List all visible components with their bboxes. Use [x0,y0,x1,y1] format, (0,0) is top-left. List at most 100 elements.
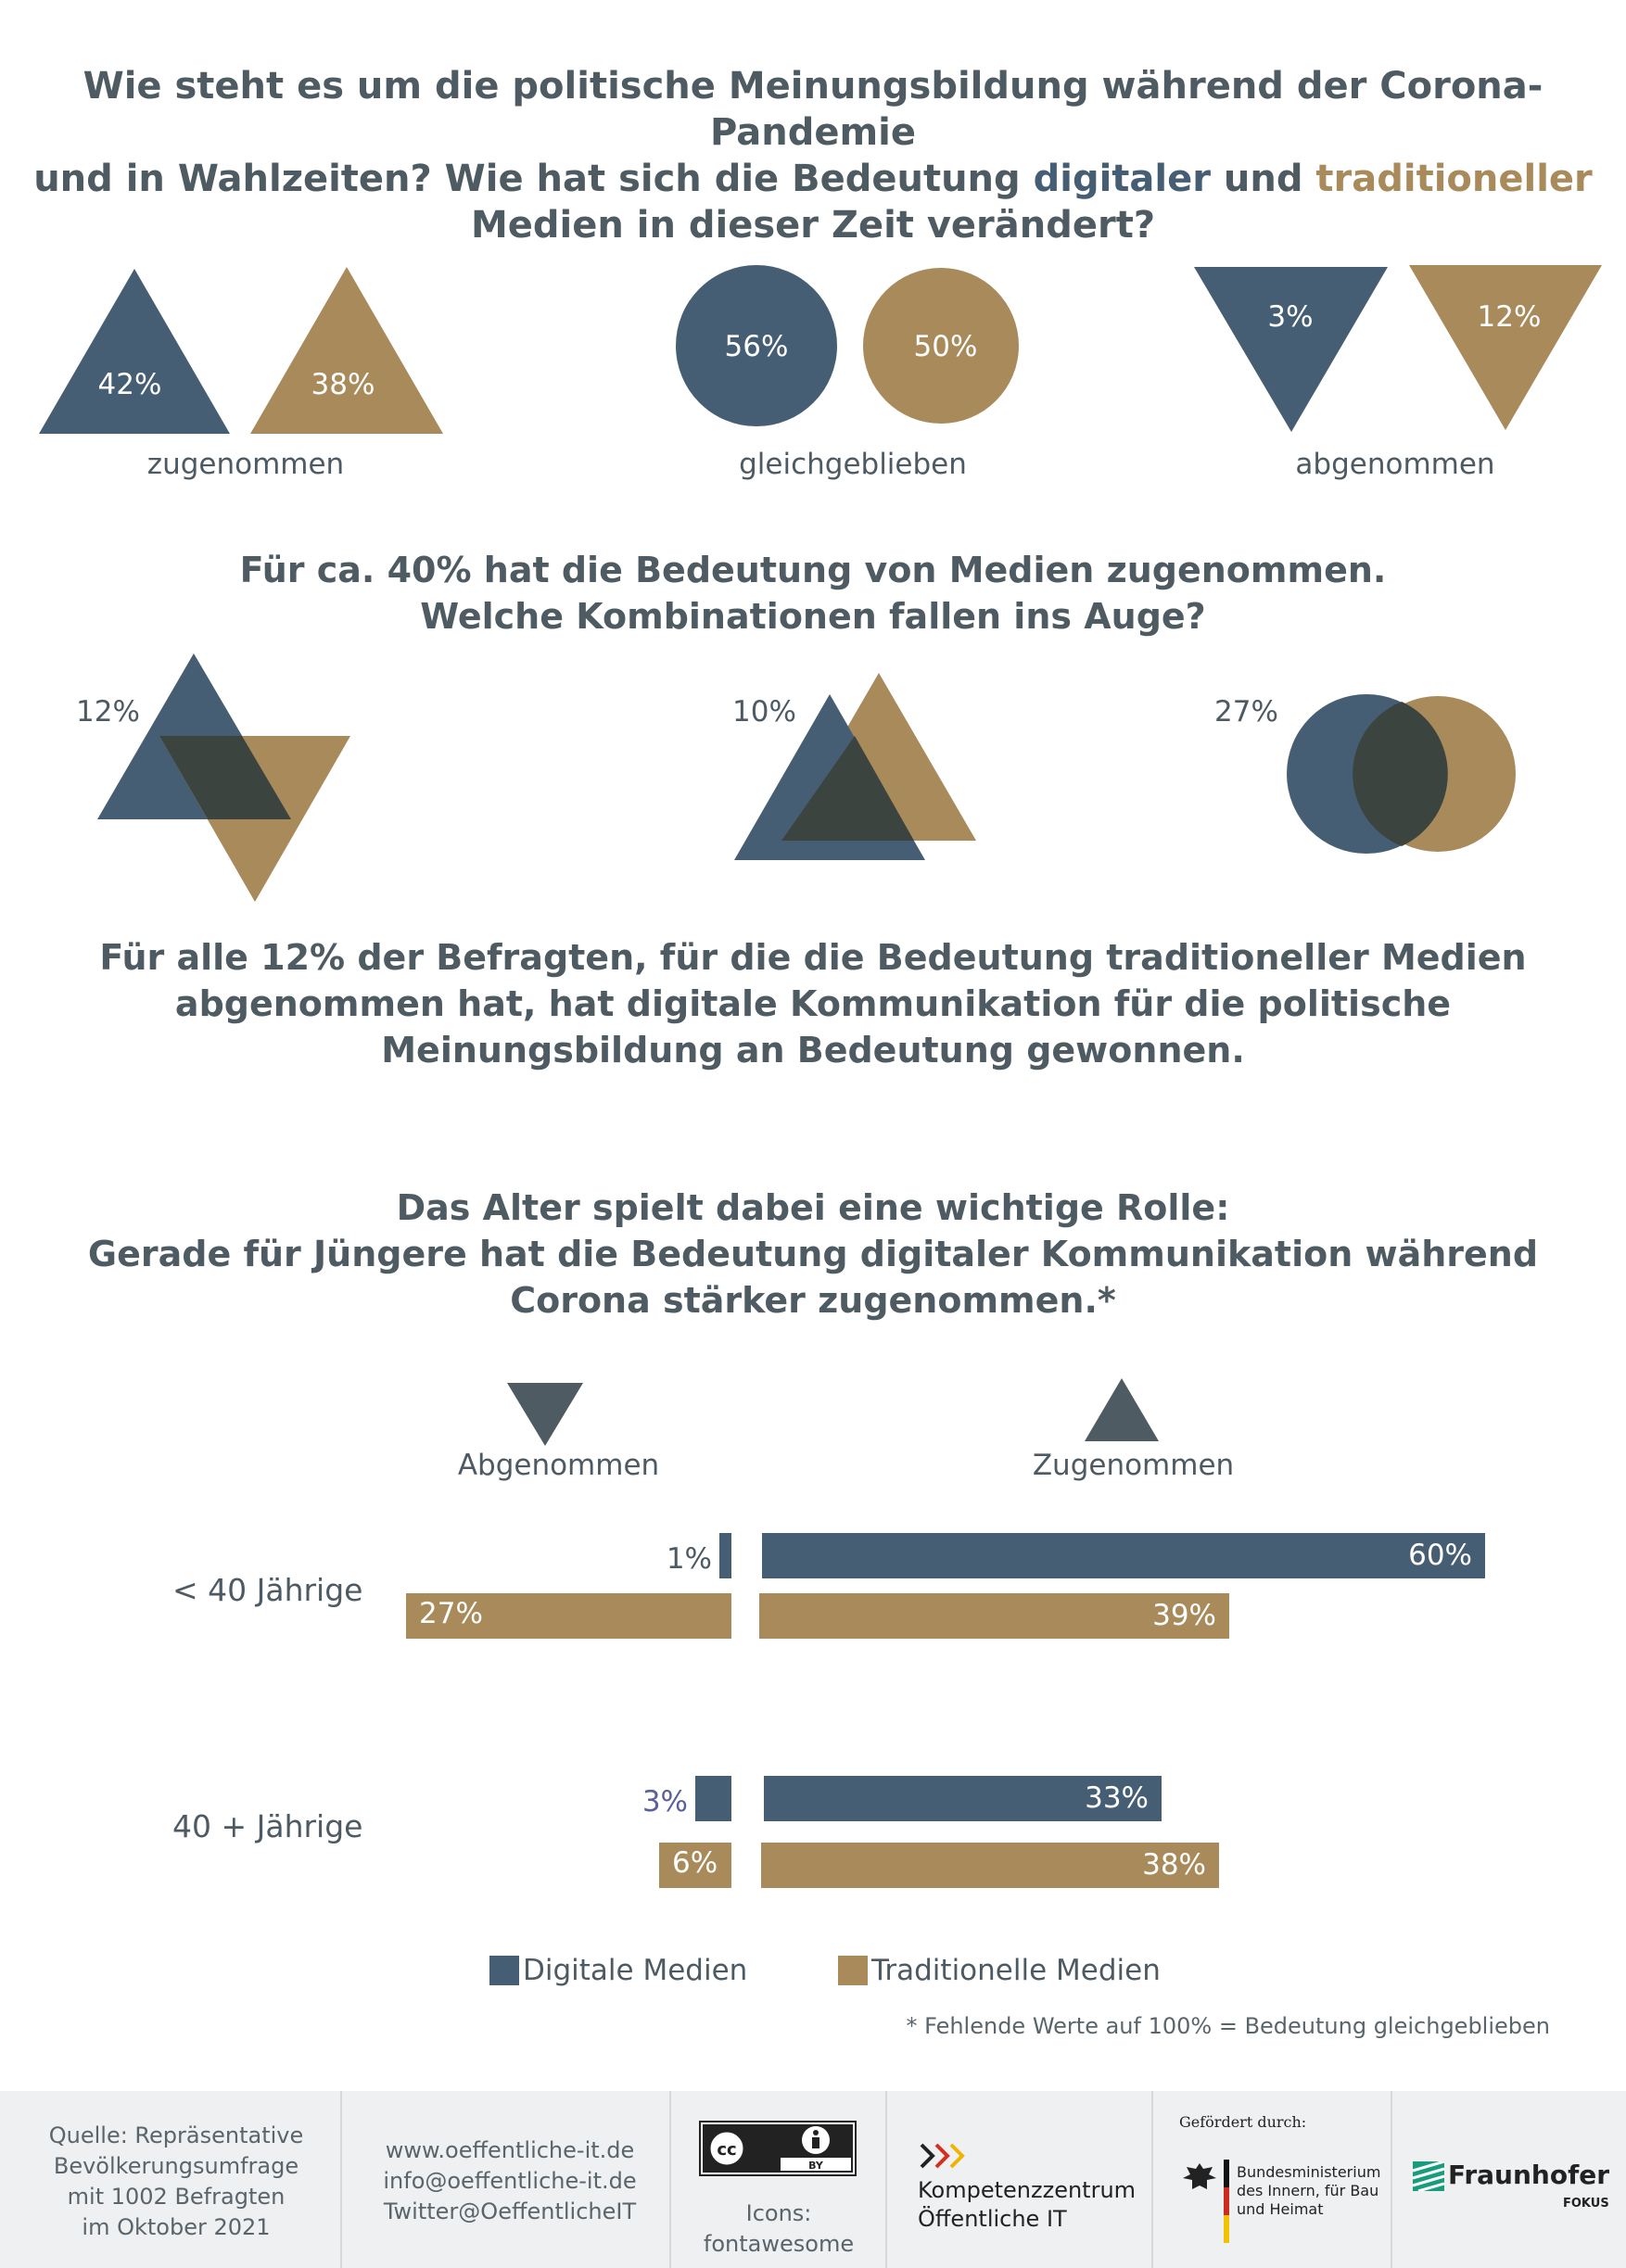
email-link[interactable]: info@oeffentliche-it.de [383,2168,637,2194]
bar-label-digital-zugenommen: 33% [1085,1781,1149,1815]
ministry-line: Bundesministerium [1237,2163,1381,2181]
fraunhofer-fokus: FOKUS [1563,2197,1609,2211]
ministry-line: des Innern, für Bau [1237,2182,1379,2199]
bar-digital-abgenommen [719,1533,731,1578]
bar-label-traditional-zugenommen: 38% [1142,1848,1206,1882]
digital-up-triangle [39,269,230,434]
bar-traditional-zugenommen [761,1843,1219,1888]
digital-circle [676,265,837,426]
fraunhofer-logo-icon [1413,2161,1444,2191]
combo1-overlap [159,736,291,819]
icons-source: fontawesome [703,2231,855,2257]
finding-line3: Meinungsbildung an Bedeutung gewonnen. [381,1030,1245,1071]
traditional-up-label: 38% [311,368,375,401]
combo-heading-line2: Welche Kombinationen fallen ins Auge? [420,596,1206,637]
traditional-circle-label: 50% [914,330,978,363]
combo-heading-line1: Für ca. 40% hat die Bedeutung von Medien… [239,550,1387,590]
up-triangle-icon [1085,1378,1159,1441]
age-heading: Das Alter spielt dabei eine wichtige Rol… [0,1185,1626,1324]
bar-digital-zugenommen [764,1776,1162,1821]
bar-label-digital-zugenommen: 60% [1408,1539,1472,1572]
footer-icons-credit: Icons: fontawesome [686,2198,871,2260]
finding-line1: Für alle 12% der Befragten, für die die … [99,937,1527,978]
finding-line2: abgenommen hat, hat digitale Kommunikati… [174,983,1452,1024]
age-heading-line2: Gerade für Jüngere hat die Bedeutung dig… [87,1234,1539,1274]
legend-traditional-swatch [838,1956,868,1985]
row-label-over-40: 40 + Jährige [172,1808,363,1844]
main-title: Wie steht es um die politische Meinungsb… [0,63,1626,248]
svg-text:cc: cc [717,2140,736,2160]
digital-down-triangle [1194,267,1388,432]
divider [1151,2091,1153,2268]
legend-digital-label: Digitale Medien [523,1954,748,1987]
ministry-line: und Heimat [1237,2200,1324,2218]
kompetenz-logo-text: Kompetenzzentrum Öffentliche IT [918,2176,1136,2234]
source-line: Bevölkerungsumfrage [53,2153,299,2179]
legend-traditional: Traditionelle Medien [838,1954,1161,1987]
main-title-line1: Wie steht es um die politische Meinungsb… [83,65,1543,154]
kompetenz-line: Kompetenzzentrum [918,2177,1137,2203]
finding-heading: Für alle 12% der Befragten, für die die … [0,934,1626,1073]
caption-zugenommen: zugenommen [146,448,345,481]
cc-by-badge: cc BY [699,2121,857,2176]
footer: Quelle: Repräsentative Bevölkerungsumfra… [0,2091,1626,2268]
icons-label: Icons: [745,2200,812,2226]
digital-circle-label: 56% [725,330,789,363]
down-triangle-icon [507,1383,583,1446]
bar-label-traditional-abgenommen: 6% [672,1846,718,1880]
main-title-line2: und in Wahlzeiten? Wie hat sich die Bede… [0,156,1626,202]
kompetenz-line: Öffentliche IT [918,2206,1067,2232]
federal-eagle-icon [1183,2163,1216,2189]
source-line: Quelle: Repräsentative [48,2122,304,2148]
bar-label-traditional-abgenommen: 27% [419,1597,483,1630]
main-title-and: und [1210,158,1316,200]
ministry-text: Bundesministerium des Innern, für Bau un… [1237,2163,1380,2219]
legend-traditional-label: Traditionelle Medien [871,1954,1161,1987]
bar-label-digital-abgenommen: 3% [642,1785,688,1818]
bar-digital-abgenommen [695,1776,731,1821]
combo-pct-2: 10% [732,695,796,729]
twitter-link[interactable]: Twitter@OeffentlicheIT [383,2198,637,2224]
main-title-line3: Medien in dieser Zeit verändert? [470,204,1156,247]
kompetenz-chevrons-icon [920,2143,965,2169]
flag-red-stripe [1224,2187,1229,2215]
footer-contact: www.oeffentliche-it.de info@oeffentliche… [352,2135,667,2227]
traditional-up-triangle [250,267,443,434]
column-abgenommen: Abgenommen [457,1449,660,1482]
combo2-overlap-shape [781,736,914,841]
combo3-overlap [1353,702,1448,846]
fraunhofer-name: Fraunhofer [1448,2160,1610,2190]
digital-keyword: digitaler [1033,158,1211,200]
website-link[interactable]: www.oeffentliche-it.de [385,2137,635,2163]
row-label-under-40: < 40 Jährige [172,1572,363,1608]
combo-pct-3: 27% [1214,695,1278,729]
bar-label-digital-abgenommen: 1% [666,1542,712,1576]
column-zugenommen: Zugenommen [1032,1449,1235,1482]
flag-black-stripe [1224,2160,1229,2187]
bar-label-traditional-zugenommen: 39% [1152,1599,1216,1632]
bar-traditional-zugenommen [759,1593,1229,1639]
divider [669,2091,671,2268]
source-line: im Oktober 2021 [82,2214,271,2240]
legend-digital: Digitale Medien [489,1954,747,1987]
main-title-text: und in Wahlzeiten? Wie hat sich die Bede… [33,158,1034,200]
divider [340,2091,342,2268]
traditional-keyword: traditioneller [1315,158,1593,200]
age-heading-line1: Das Alter spielt dabei eine wichtige Rol… [396,1187,1230,1228]
bar-digital-zugenommen [762,1533,1485,1578]
footer-source: Quelle: Repräsentative Bevölkerungsumfra… [37,2121,315,2243]
flag-gold-stripe [1224,2215,1229,2243]
digital-down-label: 3% [1267,300,1313,334]
divider [1391,2091,1392,2268]
bar-traditional-abgenommen [659,1843,731,1888]
combo-pct-1: 12% [76,695,140,729]
gefoerdert-label: Gefördert durch: [1179,2113,1307,2131]
change-shapes: 42% 38% 56% 50% 3% 12% [39,265,1602,434]
legend-digital-swatch [489,1956,519,1985]
combo-heading: Für ca. 40% hat die Bedeutung von Medien… [0,547,1626,640]
divider [885,2091,887,2268]
source-line: mit 1002 Befragten [67,2184,286,2210]
caption-abgenommen: abgenommen [1295,448,1495,481]
svg-text:BY: BY [808,2160,824,2172]
footnote: * Fehlende Werte auf 100% = Bedeutung gl… [906,2013,1550,2039]
